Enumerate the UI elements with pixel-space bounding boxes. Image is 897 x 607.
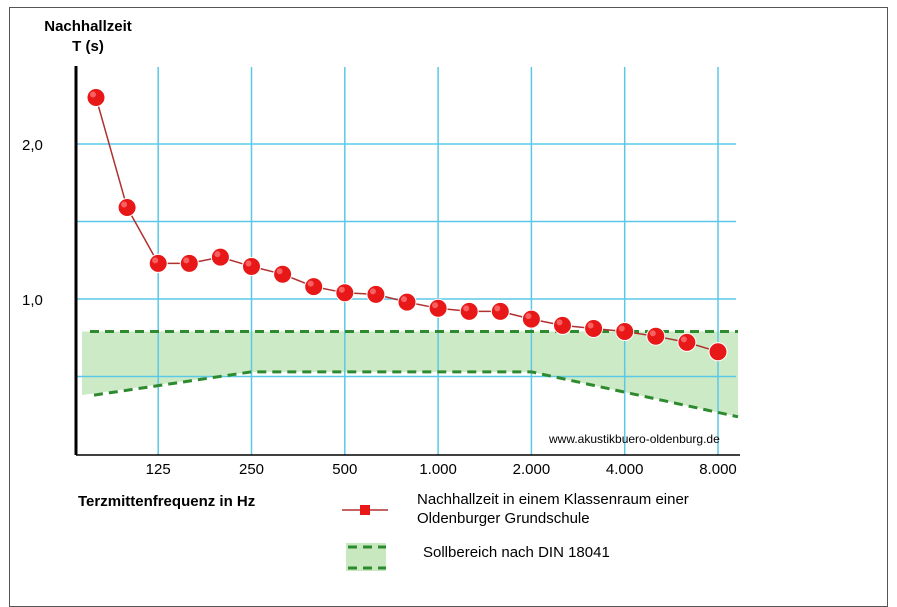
data-point-highlight [152, 257, 159, 264]
data-point [490, 301, 510, 321]
data-point-highlight [369, 288, 376, 295]
data-point [242, 256, 261, 276]
data-point [397, 292, 417, 312]
data-point [646, 326, 666, 346]
data-point-highlight [121, 201, 128, 208]
x-tick-label: 8.000 [699, 461, 737, 478]
legend-range-label: Sollbereich nach DIN 18041 [423, 544, 610, 561]
data-point-highlight [90, 91, 96, 98]
data-point-highlight [307, 280, 314, 287]
legend-series-label: Nachhallzeit in einem Klassenraum einer … [417, 490, 689, 528]
data-point-highlight [556, 319, 563, 326]
data-point [708, 342, 728, 362]
x-tick-label: 4.000 [606, 461, 644, 478]
y-axis-title: Nachhallzeit T (s) [28, 18, 148, 55]
data-point [677, 332, 697, 352]
watermark-text: www.akustikbuero-oldenburg.de [549, 432, 720, 446]
y-tick-label: 2,0 [22, 137, 43, 154]
data-point [459, 301, 479, 321]
x-tick-label: 500 [332, 461, 357, 478]
data-point-highlight [649, 330, 656, 337]
data-point-highlight [618, 325, 625, 332]
data-point [584, 318, 604, 338]
data-point-highlight [463, 305, 470, 312]
target-range-lower [93, 370, 739, 419]
data-point-highlight [338, 286, 345, 293]
data-point-highlight [494, 305, 501, 312]
x-tick-label: 1.000 [419, 461, 457, 478]
legend-series-label-line2: Oldenburger Grundschule [417, 510, 590, 527]
data-point [86, 88, 106, 107]
reverberation-chart: 2,0 1,0 125 250 500 1.000 2.000 4.000 8.000 [22, 66, 740, 571]
data-point [304, 277, 324, 297]
data-point [428, 298, 448, 318]
x-tick-label: 250 [239, 461, 264, 478]
y-axis-title-line2: T (s) [72, 38, 104, 55]
legend-series-label-line1: Nachhallzeit in einem Klassenraum einer [417, 491, 689, 508]
data-point-highlight [680, 336, 687, 343]
x-tick-label: 125 [146, 461, 171, 478]
data-point [273, 264, 293, 284]
data-point-highlight [587, 322, 594, 329]
y-axis-title-line1: Nachhallzeit [44, 18, 132, 35]
data-point [553, 315, 572, 335]
data-point-highlight [276, 268, 283, 275]
data-point [521, 309, 541, 329]
x-tick-label: 2.000 [513, 461, 551, 478]
legend-series-marker [360, 505, 370, 515]
target-range-area [82, 331, 738, 417]
data-point-highlight [401, 296, 407, 303]
x-axis-title: Terzmittenfrequenz in Hz [78, 493, 256, 510]
data-point-highlight [245, 260, 252, 267]
data-point-highlight [525, 313, 532, 320]
data-point-highlight [432, 302, 439, 309]
data-point [335, 283, 355, 303]
y-tick-label: 1,0 [22, 292, 43, 309]
data-point [117, 198, 137, 218]
data-point [179, 253, 199, 273]
data-point [210, 247, 230, 267]
data-point [366, 284, 386, 304]
data-point-highlight [214, 251, 221, 258]
data-point-highlight [183, 257, 190, 264]
data-point [148, 253, 168, 273]
data-point [615, 322, 635, 342]
